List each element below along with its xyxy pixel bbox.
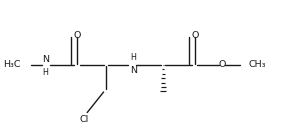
Text: H: H bbox=[130, 53, 136, 62]
Text: H₃C: H₃C bbox=[3, 60, 21, 69]
Text: CH₃: CH₃ bbox=[248, 60, 266, 69]
Text: O: O bbox=[74, 31, 81, 40]
Text: Cl: Cl bbox=[79, 115, 89, 124]
Text: O: O bbox=[218, 60, 226, 69]
Text: N: N bbox=[130, 66, 137, 75]
Text: H: H bbox=[43, 68, 48, 77]
Text: N: N bbox=[42, 55, 49, 64]
Text: O: O bbox=[191, 31, 198, 40]
